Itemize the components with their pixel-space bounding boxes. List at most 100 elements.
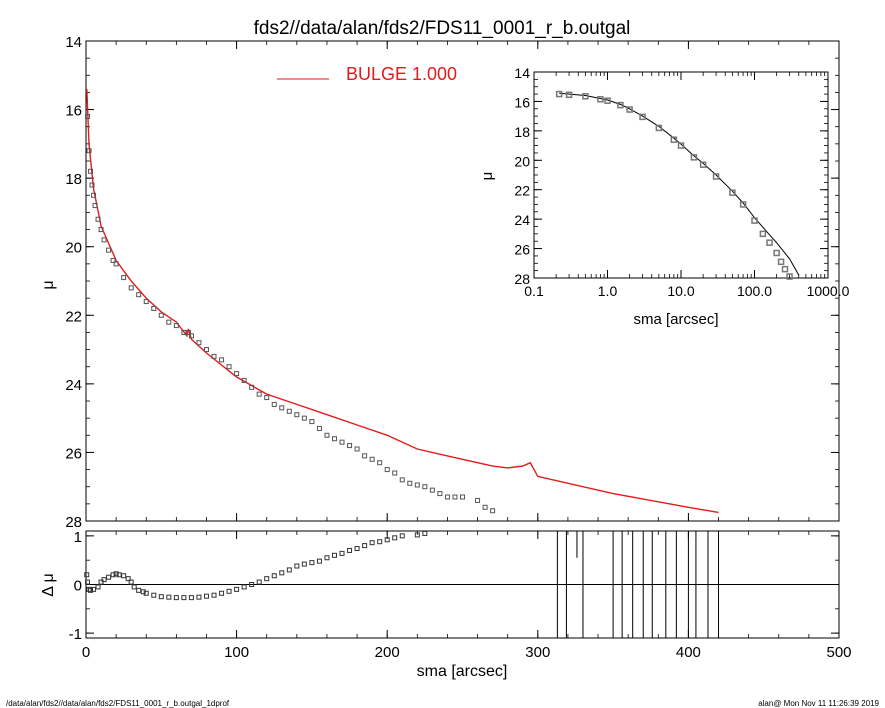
inset-series bbox=[555, 90, 800, 280]
x-tick-label: 400 bbox=[676, 644, 701, 661]
profile-point bbox=[256, 391, 262, 397]
inset-point bbox=[617, 101, 624, 109]
profile-point bbox=[143, 299, 149, 305]
residual-point bbox=[271, 573, 277, 579]
residual-point bbox=[369, 540, 375, 546]
profile-point bbox=[136, 292, 142, 298]
residual-point bbox=[140, 589, 146, 595]
residual-point bbox=[85, 579, 91, 585]
y-tick-label: 14 bbox=[65, 34, 82, 51]
residual-point bbox=[101, 577, 107, 583]
profile-point bbox=[482, 504, 488, 510]
residual-point bbox=[143, 590, 149, 596]
profile-point bbox=[452, 494, 458, 500]
x-tick-label: 0.1 bbox=[524, 283, 544, 299]
profile-point bbox=[384, 467, 390, 473]
inset-point bbox=[786, 273, 793, 280]
y-tick-label: 16 bbox=[514, 94, 530, 110]
main-y-axis: 14 16 18 20 22 24 26 28 bbox=[65, 34, 840, 531]
profile-point bbox=[309, 419, 315, 425]
profile-point bbox=[101, 237, 107, 243]
residual-point bbox=[316, 558, 322, 564]
inset-point bbox=[670, 136, 678, 143]
residual-point bbox=[362, 543, 368, 549]
inset-background bbox=[520, 72, 828, 278]
inset-point bbox=[677, 142, 685, 149]
inset-point bbox=[773, 249, 780, 257]
residual-x-label: sma [arcsec] bbox=[417, 663, 508, 680]
residual-point bbox=[324, 555, 330, 561]
residual-point bbox=[226, 588, 232, 594]
inset-point bbox=[690, 154, 698, 161]
profile-point bbox=[279, 405, 285, 411]
profile-point bbox=[377, 460, 383, 466]
profile-point bbox=[354, 446, 360, 452]
profile-point bbox=[121, 275, 127, 281]
residual-point bbox=[211, 592, 217, 598]
inset-axes: 14 16 18 20 22 24 26 280.1 1.0 10.0 100.0 1000.0 bbox=[514, 65, 849, 299]
profile-point bbox=[151, 305, 157, 311]
profile-point bbox=[369, 456, 375, 462]
y-tick-label: 26 bbox=[514, 242, 530, 258]
profile-point bbox=[399, 477, 405, 483]
y-tick-label: 28 bbox=[65, 514, 82, 531]
y-tick-label: 16 bbox=[65, 103, 82, 120]
residual-point bbox=[241, 584, 247, 590]
profile-point bbox=[429, 487, 435, 493]
profile-point bbox=[110, 257, 116, 263]
profile-point bbox=[324, 432, 330, 438]
bulge-model-series bbox=[86, 88, 719, 514]
residual-point bbox=[331, 552, 337, 558]
inset-x-label: sma [arcsec] bbox=[633, 311, 718, 328]
x-tick-label: 1000.0 bbox=[807, 283, 850, 299]
inset-point bbox=[626, 106, 633, 113]
residual-point bbox=[384, 537, 390, 543]
residual-point bbox=[309, 560, 315, 566]
residual-point bbox=[234, 586, 240, 592]
profile-point bbox=[444, 494, 450, 500]
inset-point bbox=[555, 90, 563, 98]
residual-point bbox=[125, 576, 131, 582]
residual-point bbox=[347, 547, 353, 553]
residual-point bbox=[84, 572, 90, 578]
residual-point bbox=[249, 582, 255, 587]
profile-point bbox=[196, 340, 202, 346]
profile-point bbox=[362, 453, 368, 459]
residual-point bbox=[256, 579, 262, 585]
y-tick-label: 28 bbox=[514, 271, 530, 287]
x-tick-label: 100.0 bbox=[737, 283, 772, 299]
residual-point bbox=[88, 587, 94, 593]
footer-file-path: /data/alan/fds2//data/alan/fds2/FDS11_00… bbox=[6, 699, 230, 708]
bulge-model-line bbox=[86, 88, 719, 514]
y-tick-label: 22 bbox=[65, 308, 82, 325]
residual-point bbox=[151, 592, 157, 598]
residual-point bbox=[173, 595, 179, 601]
profile-point bbox=[347, 443, 353, 449]
residual-point bbox=[286, 567, 292, 573]
profile-point bbox=[98, 227, 104, 233]
main-y-label: μ bbox=[40, 280, 57, 289]
y-tick-label: 20 bbox=[65, 240, 82, 257]
inset-point bbox=[655, 124, 663, 132]
profile-point bbox=[392, 470, 398, 476]
residual-point bbox=[264, 576, 270, 582]
residual-point bbox=[377, 539, 383, 545]
profile-point bbox=[88, 168, 94, 174]
inset-point bbox=[739, 201, 747, 208]
residual-point bbox=[121, 573, 127, 579]
y-tick-label: 18 bbox=[65, 171, 82, 188]
residual-y-label: Δ μ bbox=[40, 573, 57, 596]
profile-point bbox=[185, 329, 191, 335]
residual-point bbox=[95, 584, 101, 590]
residual-point bbox=[392, 535, 398, 541]
profile-point bbox=[128, 285, 134, 291]
profile-point bbox=[106, 247, 112, 253]
profile-point bbox=[211, 353, 217, 359]
residual-point bbox=[136, 587, 142, 593]
y-tick-label: -1 bbox=[69, 626, 82, 643]
residual-point bbox=[354, 546, 360, 552]
profile-point bbox=[316, 425, 322, 431]
profile-point bbox=[422, 484, 428, 490]
residual-point bbox=[339, 550, 345, 556]
residual-series bbox=[84, 530, 839, 638]
